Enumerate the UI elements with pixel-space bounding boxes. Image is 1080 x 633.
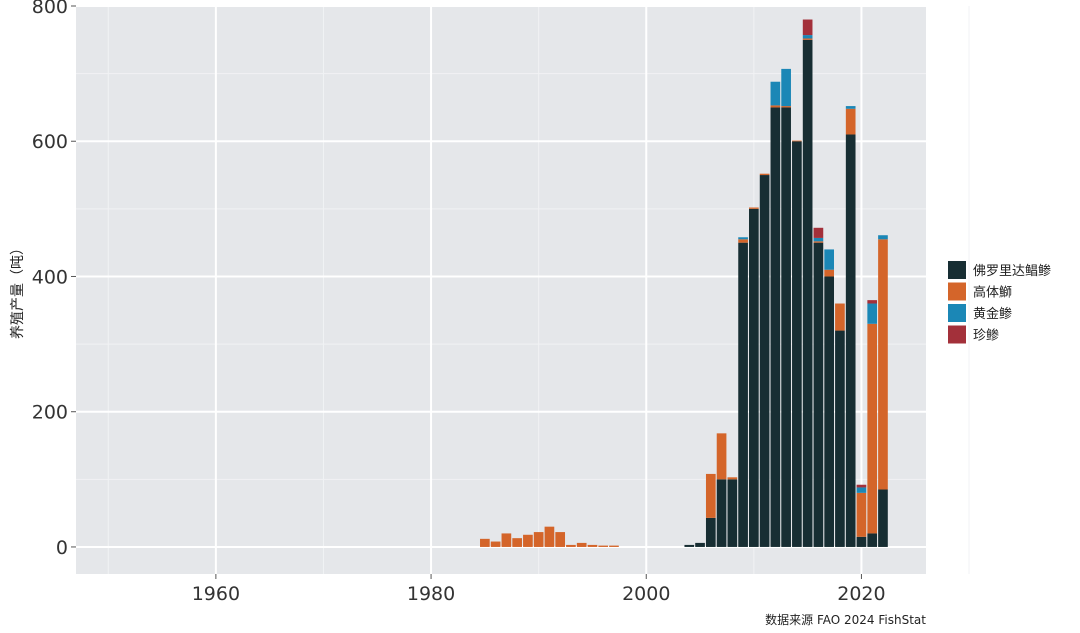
bar-segment <box>749 207 759 209</box>
bar-segment <box>480 538 490 547</box>
bar-segment <box>781 106 791 108</box>
bar-segment <box>695 542 705 547</box>
x-tick-label: 1960 <box>192 583 240 605</box>
bar-segment <box>512 538 522 547</box>
bar-segment <box>867 303 878 324</box>
bar-segment <box>792 140 802 142</box>
y-tick-label: 200 <box>32 402 68 424</box>
bar-segment <box>781 107 791 547</box>
bar-segment <box>576 542 587 547</box>
bar-segment <box>566 544 576 547</box>
bar-segment <box>878 239 888 490</box>
bar-segment <box>845 134 856 547</box>
bar-segment <box>738 239 748 243</box>
bar-segment <box>835 330 845 547</box>
bar-segment <box>587 544 598 547</box>
bar-segment <box>856 536 867 547</box>
bar-segment <box>867 323 878 534</box>
bar-segment <box>609 545 619 547</box>
bar-segment <box>802 35 813 39</box>
bar-segment <box>845 108 856 135</box>
bar-segment <box>738 237 748 240</box>
bar-segment <box>878 489 888 547</box>
bar-segment <box>802 39 813 547</box>
bar-segment <box>813 237 824 242</box>
bar-segment <box>856 487 867 493</box>
bar-segment <box>792 141 802 547</box>
legend-swatch <box>948 261 966 279</box>
bar-segment <box>856 492 867 537</box>
x-tick-label: 2000 <box>622 583 670 605</box>
bar-segment <box>544 526 555 547</box>
bar-segment <box>738 242 748 547</box>
bar-segment <box>598 545 609 547</box>
bar-segment <box>490 541 501 547</box>
bar-segment <box>856 484 867 488</box>
bar-segment <box>759 173 770 176</box>
bar-segment <box>716 479 727 547</box>
grid-minor <box>76 6 970 574</box>
legend-swatch <box>948 304 966 322</box>
bar-segment <box>533 532 544 547</box>
y-tick-label: 0 <box>56 537 68 559</box>
bar-segment <box>705 517 716 547</box>
bar-segment <box>684 544 695 547</box>
bar-segment <box>759 175 770 547</box>
bar-segment <box>802 19 813 36</box>
legend-label: 高体鰤 <box>973 285 1012 301</box>
bar-segment <box>824 249 834 270</box>
y-tick-label: 800 <box>32 0 68 18</box>
bar-segment <box>781 68 791 107</box>
legend-label: 黄金鲹 <box>973 306 1012 322</box>
legend-label: 佛罗里达鲳鲹 <box>973 264 1051 279</box>
legend-label: 珍鲹 <box>973 329 999 344</box>
bar-segment <box>867 533 878 547</box>
legend-swatch <box>948 282 966 301</box>
bar-segment <box>770 107 781 547</box>
x-axis-ticks: 1960 1980 2000 2020 <box>192 574 886 605</box>
bar-segment <box>727 479 738 547</box>
source-note: 数据来源 FAO 2024 FishStat <box>765 612 926 627</box>
bars <box>480 19 888 547</box>
bar-segment <box>813 241 824 243</box>
bar-segment <box>878 235 888 240</box>
bar-segment <box>727 477 738 480</box>
bar-segment <box>523 534 533 547</box>
bar-segment <box>749 208 759 547</box>
y-tick-label: 600 <box>32 131 68 153</box>
bar-segment <box>501 533 512 547</box>
bar-segment <box>813 242 824 547</box>
bar-segment <box>705 473 716 518</box>
x-tick-label: 2020 <box>837 583 885 605</box>
bar-segment <box>813 227 824 238</box>
legend-swatch <box>948 325 966 344</box>
bar-segment <box>835 303 845 331</box>
bar-segment <box>770 105 781 108</box>
y-axis-label: 养殖产量（吨） <box>9 241 26 339</box>
y-tick-label: 400 <box>32 266 68 288</box>
bar-segment <box>716 433 727 480</box>
bar-segment <box>824 269 834 277</box>
bar-segment <box>555 532 566 547</box>
bar-segment <box>867 300 878 304</box>
bar-segment <box>824 276 834 547</box>
bar-segment <box>770 81 781 106</box>
y-axis-ticks: 0 200 400 600 800 <box>32 0 76 559</box>
bar-segment <box>845 106 856 109</box>
x-tick-label: 1980 <box>407 583 455 605</box>
bar-segment <box>802 38 813 40</box>
